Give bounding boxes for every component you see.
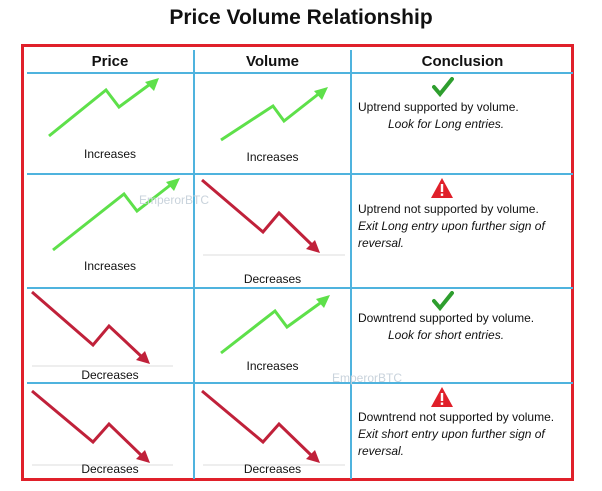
header-price: Price [27,50,195,74]
row2-volume-cell: Decreases [195,175,352,289]
table-frame [21,44,574,481]
row4-price-cell: Decreases [27,384,195,479]
row3-volume-cell: Increases [195,289,352,384]
row3-price-cell: Decreases [27,289,195,384]
watermark: EmperorBTC [332,371,403,385]
row4-volume-cell: Decreases [195,384,352,479]
row2-price-label: Increases [83,259,137,273]
conclusion-action: Look for short entries. [388,328,505,342]
relationship-table: Price Volume Conclusion Increases Increa… [27,50,573,479]
row1-price-label: Increases [83,147,137,161]
conclusion-action: Look for Long entries. [388,117,505,131]
warning-icon [431,178,453,198]
row4-volume-label: Decreases [243,462,302,476]
row2-conclusion-cell: Uptrend not supported by volume. Exit Lo… [352,175,573,289]
conclusion-title: Downtrend not supported by volume. [358,410,555,424]
conclusion-action: Exit Long entry upon further sign of rev… [358,219,545,250]
conclusion-title: Uptrend not supported by volume. [358,202,539,216]
row2-volume-label: Decreases [243,272,302,286]
conclusion-title: Downtrend supported by volume. [358,311,535,325]
page-title: Price Volume Relationship [169,6,433,29]
conclusion-title: Uptrend supported by volume. [358,100,519,114]
row1-price-cell: Increases [27,74,195,175]
watermark: EmperorBTC [139,193,210,207]
row2-conclusion-text: Uptrend not supported by volume. Exit Lo… [358,201,563,252]
row3-conclusion-cell: Downtrend supported by volume. Look for … [352,289,573,384]
row1-conclusion-cell: Uptrend supported by volume. Look for Lo… [352,74,573,175]
conclusion-action: Exit short entry upon further sign of re… [358,427,545,458]
uptrend-arrow-icon [220,295,330,355]
downtrend-arrow-icon [31,389,173,466]
row3-price-label: Decreases [81,368,139,382]
header-volume: Volume [195,50,352,74]
downtrend-arrow-icon [201,178,345,256]
row4-price-label: Decreases [81,462,139,476]
uptrend-arrow-icon [220,87,328,142]
warning-icon [431,387,453,407]
row1-volume-cell: Increases [195,74,352,175]
uptrend-arrow-icon [48,78,159,138]
check-icon [432,291,454,311]
row1-conclusion-text: Uptrend supported by volume. Look for Lo… [358,99,519,133]
header-conclusion: Conclusion [352,50,573,74]
check-icon [432,77,454,97]
row4-conclusion-text: Downtrend not supported by volume. Exit … [358,409,563,460]
row4-conclusion-cell: Downtrend not supported by volume. Exit … [352,384,573,479]
row3-volume-label: Increases [246,359,299,373]
downtrend-arrow-icon [31,290,173,367]
downtrend-arrow-icon [201,389,345,466]
uptrend-arrow-icon [52,178,180,252]
row1-volume-label: Increases [246,150,299,164]
row2-price-cell: Increases [27,175,195,289]
row3-conclusion-text: Downtrend supported by volume. Look for … [358,310,534,344]
